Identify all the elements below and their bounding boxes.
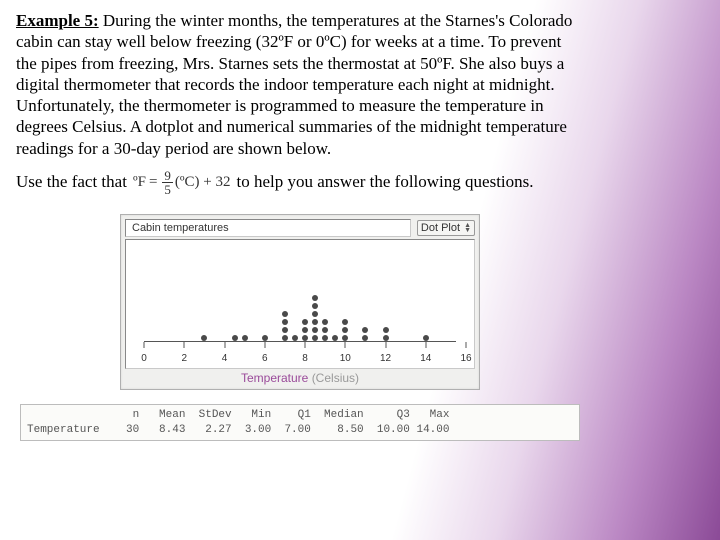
dotplot-panel: Cabin temperatures Dot Plot ▲▼ 0 2 4 6 8 10 12… xyxy=(120,214,480,390)
dot xyxy=(312,311,318,317)
tick xyxy=(305,342,306,348)
dot xyxy=(362,327,368,333)
xlabel-main: Temperature xyxy=(241,371,308,385)
formula-fraction: 9 5 xyxy=(162,169,173,196)
plot-type-dropdown[interactable]: Dot Plot ▲▼ xyxy=(417,220,475,236)
formula: ºF = 9 5 (ºC) + 32 xyxy=(133,169,231,196)
tick xyxy=(264,342,265,348)
tick-label: 8 xyxy=(302,353,308,364)
dot xyxy=(302,327,308,333)
dotplot-header: Cabin temperatures Dot Plot ▲▼ xyxy=(125,219,475,237)
slide-content: Example 5: During the winter months, the… xyxy=(0,0,600,441)
dot xyxy=(383,327,389,333)
formula-lhs: ºF xyxy=(133,174,146,191)
stats-table-text: n Mean StDev Min Q1 Median Q3 Max Temper… xyxy=(27,408,573,438)
dot xyxy=(312,327,318,333)
tick xyxy=(184,342,185,348)
tick-label: 12 xyxy=(380,353,391,364)
tick xyxy=(345,342,346,348)
dot xyxy=(342,319,348,325)
tick xyxy=(385,342,386,348)
example-paragraph: Example 5: During the winter months, the… xyxy=(16,10,584,159)
dot xyxy=(282,319,288,325)
dotplot-area: 0 2 4 6 8 10 12 14 16 xyxy=(125,239,475,369)
tick-label: 4 xyxy=(222,353,228,364)
tick-label: 6 xyxy=(262,353,268,364)
dot xyxy=(322,327,328,333)
example-label: Example 5: xyxy=(16,11,99,30)
dot xyxy=(282,311,288,317)
dotplot-title: Cabin temperatures xyxy=(125,219,411,237)
formula-after: to help you answer the following questio… xyxy=(237,172,534,192)
dot xyxy=(282,327,288,333)
x-axis-label: Temperature (Celsius) xyxy=(125,371,475,385)
dropdown-arrows-icon: ▲▼ xyxy=(464,223,471,233)
dot xyxy=(312,303,318,309)
formula-before: Use the fact that xyxy=(16,172,127,192)
x-axis xyxy=(144,341,456,342)
dot xyxy=(322,319,328,325)
dot xyxy=(342,327,348,333)
frac-den: 5 xyxy=(162,183,173,196)
tick xyxy=(224,342,225,348)
dropdown-label: Dot Plot xyxy=(421,222,460,234)
tick-label: 2 xyxy=(181,353,187,364)
tick xyxy=(144,342,145,348)
stats-table: n Mean StDev Min Q1 Median Q3 Max Temper… xyxy=(20,404,580,442)
example-body: During the winter months, the temperatur… xyxy=(16,11,572,158)
dot xyxy=(312,319,318,325)
formula-paren: (ºC) + 32 xyxy=(175,174,231,191)
tick-label: 10 xyxy=(340,353,351,364)
tick xyxy=(425,342,426,348)
tick-label: 14 xyxy=(420,353,431,364)
tick-label: 0 xyxy=(141,353,147,364)
dot xyxy=(312,295,318,301)
xlabel-unit: (Celsius) xyxy=(312,371,359,385)
dot xyxy=(302,319,308,325)
formula-line: Use the fact that ºF = 9 5 (ºC) + 32 to … xyxy=(16,169,584,196)
dots-region xyxy=(126,240,474,338)
formula-eq: = xyxy=(149,174,157,191)
tick xyxy=(466,342,467,348)
tick-label: 16 xyxy=(460,353,471,364)
frac-num: 9 xyxy=(162,169,173,183)
